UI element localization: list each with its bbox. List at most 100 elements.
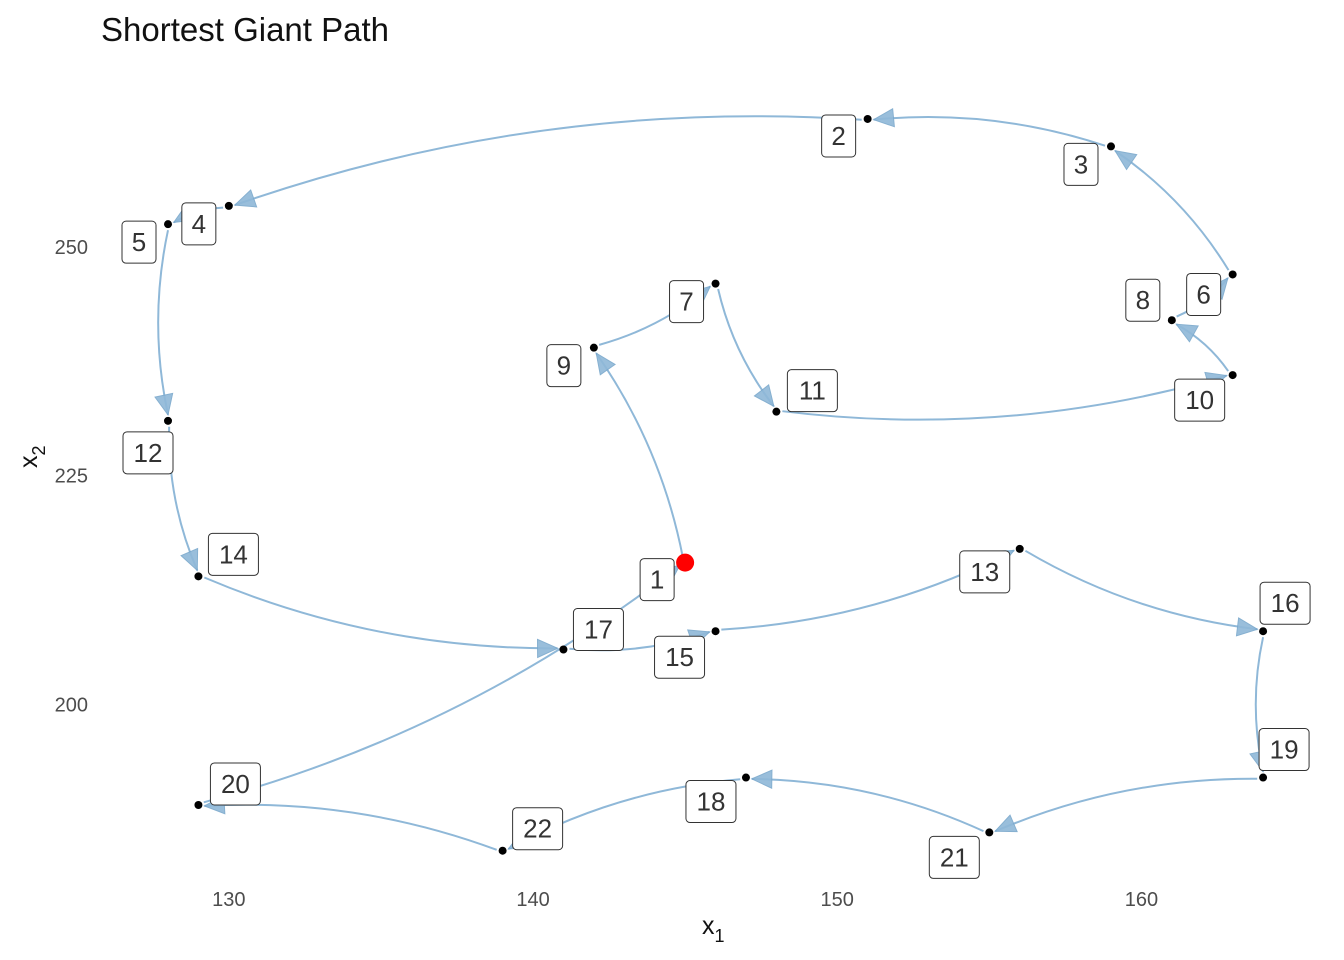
path-edge [203,576,558,650]
node-label: 7 [669,280,705,324]
node-point [1228,371,1237,380]
node-label-box [181,202,217,246]
node-point [1259,627,1268,636]
path-edge [873,116,1106,147]
node-label-box [122,431,174,475]
y-tick-label: 225 [55,466,88,488]
node-label-text: 15 [665,642,694,672]
node-label: 11 [786,369,838,413]
edge-arrowhead [1175,323,1199,343]
node-label-text: 21 [940,842,969,872]
node-label-box [1174,378,1226,422]
node-label: 6 [1186,272,1222,316]
node-point [1167,316,1176,325]
node-point [164,220,173,229]
edge-arrowhead [753,384,775,408]
node-point [1259,773,1268,782]
x-tick-label: 150 [821,889,854,911]
node-point [589,343,598,352]
node-label: 1 [639,558,675,602]
path-edges [154,107,1269,851]
node-label-text: 8 [1136,285,1150,315]
node-label: 8 [1125,278,1161,322]
path-edge [751,777,984,833]
node-label: 2 [821,114,857,158]
node-label-box [669,280,705,324]
node-point [1106,142,1115,151]
node-label-box [1259,581,1311,625]
node-label-text: 5 [132,227,146,257]
node-label: 17 [572,607,624,651]
node-label-text: 11 [799,376,826,406]
node-point [863,114,872,123]
node-label-text: 13 [970,557,999,587]
node-point [711,279,720,288]
node-label-box [512,807,564,851]
node-point [772,407,781,416]
node-point [741,773,750,782]
node-label-text: 7 [679,287,693,317]
node-label-text: 18 [696,787,725,817]
node-label-text: 6 [1196,279,1210,309]
node-label-text: 2 [831,121,845,151]
node-label-text: 20 [221,769,250,799]
path-nodes [164,114,1268,855]
edge-arrowhead [595,352,616,376]
node-point [498,846,507,855]
node-label-box [959,550,1011,594]
node-label: 20 [209,762,261,806]
node-label: 4 [181,202,217,246]
node-label: 22 [512,807,564,851]
node-label-text: 16 [1271,588,1300,618]
x-tick-label: 140 [516,889,549,911]
edge-arrowhead [994,814,1018,833]
path-edge [1114,149,1230,271]
node-label-text: 17 [584,614,613,644]
node-label-box [207,532,259,576]
node-label-box [209,762,261,806]
path-edge [782,374,1227,421]
path-edge [234,115,862,206]
node-label: 18 [685,780,737,824]
y-tick-label: 200 [55,694,88,716]
node-label-text: 10 [1185,385,1214,415]
node-label: 14 [207,532,259,576]
node-label-box [572,607,624,651]
x-axis-title-subscript: 1 [715,926,725,946]
node-label-box [928,835,980,879]
edge-arrowhead [1235,617,1259,637]
path-edge [595,352,684,558]
node-label-box [685,780,737,824]
y-axis-ticks: 200 225 250 [55,237,88,716]
x-tick-label: 160 [1125,889,1158,911]
node-point [164,416,173,425]
path-edge [157,229,169,416]
node-point [1015,544,1024,553]
edge-arrowhead [180,547,199,572]
node-label-box [639,558,675,602]
path-edge [203,564,681,804]
edge-arrowhead [750,769,773,789]
node-point [1228,270,1237,279]
node-label-box [121,220,157,264]
node-label: 9 [546,344,582,388]
node-label-text: 12 [134,438,163,468]
y-tick-label: 250 [55,237,88,259]
node-label: 5 [121,220,157,264]
node-label-text: 9 [557,351,571,381]
edge-arrowhead [1114,150,1138,171]
node-label-box [786,369,838,413]
node-label-box [1258,728,1310,772]
node-point [224,201,233,210]
node-label-box [654,635,706,679]
node-label: 16 [1259,581,1311,625]
node-label-box [1186,272,1222,316]
node-label-text: 3 [1074,149,1088,179]
y-axis-title-subscript: 2 [29,445,49,455]
node-label: 21 [928,835,980,879]
node-label: 10 [1174,378,1226,422]
start-node-marker [676,553,695,572]
node-label-box [821,114,857,158]
